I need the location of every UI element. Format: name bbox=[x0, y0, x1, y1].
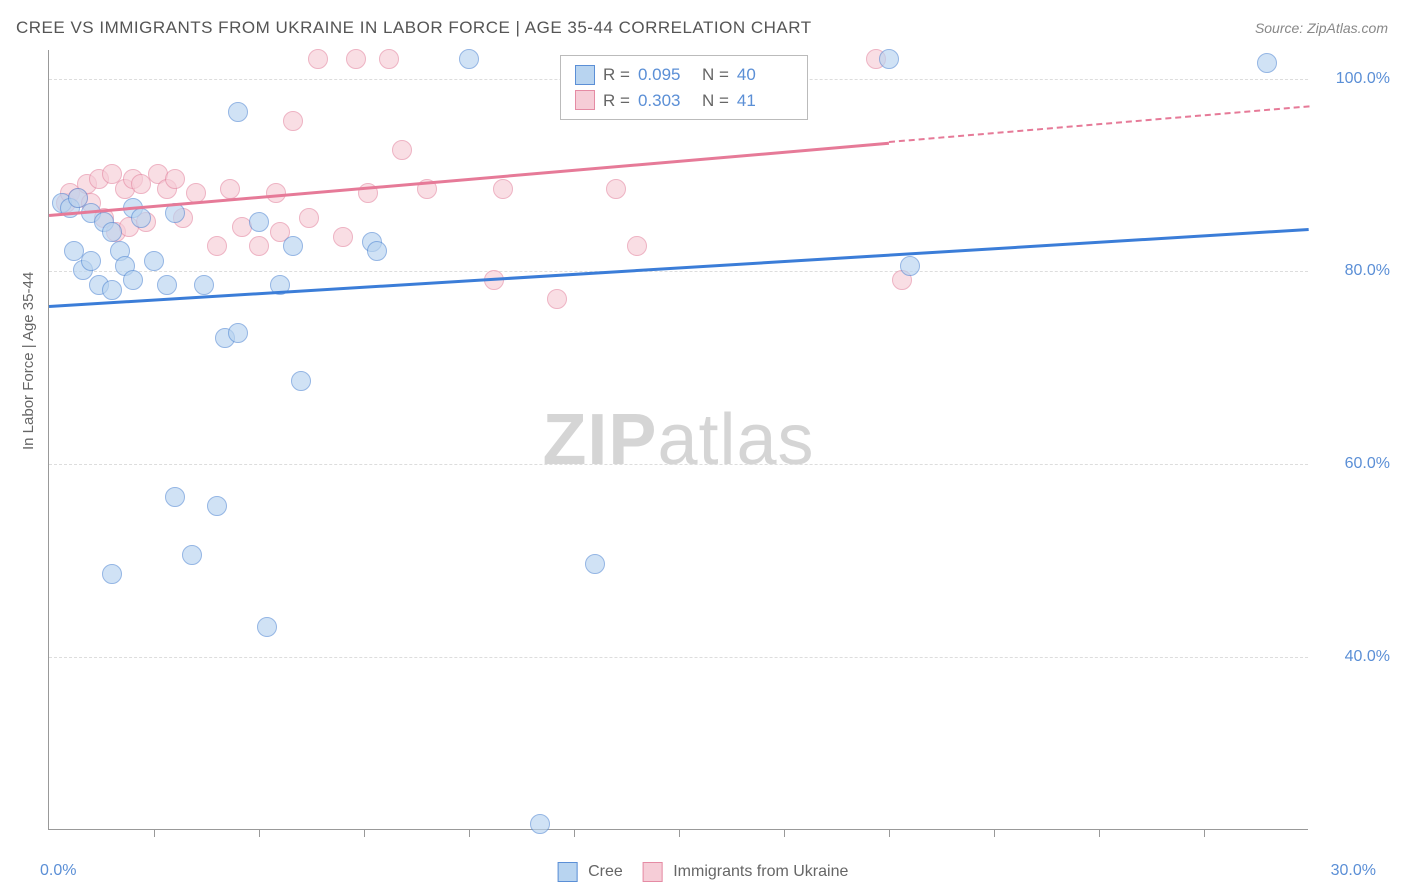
legend-item-pink: Immigrants from Ukraine bbox=[643, 862, 849, 882]
bottom-legend: Cree Immigrants from Ukraine bbox=[558, 862, 849, 882]
scatter-point-pink bbox=[379, 49, 399, 69]
x-tick bbox=[784, 829, 785, 837]
legend-item-blue: Cree bbox=[558, 862, 623, 882]
scatter-point-blue bbox=[182, 545, 202, 565]
r-value-pink: 0.303 bbox=[638, 88, 694, 114]
y-axis-label: In Labor Force | Age 35-44 bbox=[20, 272, 37, 450]
n-label: N = bbox=[702, 88, 729, 114]
trend-line-pink-extrapolated bbox=[889, 106, 1309, 144]
x-axis-max-label: 30.0% bbox=[1331, 862, 1376, 880]
y-tick-label: 60.0% bbox=[1345, 455, 1390, 473]
watermark: ZIPatlas bbox=[542, 399, 814, 481]
x-tick bbox=[994, 829, 995, 837]
y-tick-label: 100.0% bbox=[1336, 70, 1390, 88]
scatter-point-blue bbox=[585, 554, 605, 574]
scatter-point-pink bbox=[346, 49, 366, 69]
legend-square-blue-icon bbox=[575, 65, 595, 85]
source-attribution: Source: ZipAtlas.com bbox=[1255, 20, 1388, 36]
scatter-point-blue bbox=[879, 49, 899, 69]
grid-line bbox=[49, 271, 1308, 272]
scatter-point-pink bbox=[249, 236, 269, 256]
scatter-point-blue bbox=[81, 251, 101, 271]
r-label: R = bbox=[603, 88, 630, 114]
x-tick bbox=[154, 829, 155, 837]
scatter-point-pink bbox=[220, 179, 240, 199]
scatter-point-blue bbox=[207, 496, 227, 516]
legend-label-pink: Immigrants from Ukraine bbox=[673, 863, 848, 880]
x-tick bbox=[1099, 829, 1100, 837]
scatter-point-blue bbox=[291, 371, 311, 391]
chart-title: CREE VS IMMIGRANTS FROM UKRAINE IN LABOR… bbox=[16, 18, 812, 38]
scatter-point-blue bbox=[157, 275, 177, 295]
scatter-point-blue bbox=[194, 275, 214, 295]
stats-legend-box: R = 0.095 N = 40 R = 0.303 N = 41 bbox=[560, 55, 808, 120]
scatter-point-pink bbox=[333, 227, 353, 247]
scatter-point-blue bbox=[459, 49, 479, 69]
x-tick bbox=[889, 829, 890, 837]
n-value-blue: 40 bbox=[737, 62, 793, 88]
stats-row-blue: R = 0.095 N = 40 bbox=[575, 62, 793, 88]
scatter-point-blue bbox=[144, 251, 164, 271]
scatter-point-pink bbox=[547, 289, 567, 309]
r-value-blue: 0.095 bbox=[638, 62, 694, 88]
scatter-point-blue bbox=[530, 814, 550, 834]
scatter-point-blue bbox=[900, 256, 920, 276]
grid-line bbox=[49, 657, 1308, 658]
trend-line-blue bbox=[49, 228, 1309, 308]
scatter-point-blue bbox=[249, 212, 269, 232]
scatter-point-blue bbox=[228, 323, 248, 343]
scatter-point-blue bbox=[102, 564, 122, 584]
y-tick-label: 40.0% bbox=[1345, 648, 1390, 666]
x-tick bbox=[469, 829, 470, 837]
plot-area: ZIPatlas 40.0%60.0%80.0%100.0% bbox=[48, 50, 1308, 830]
scatter-point-blue bbox=[367, 241, 387, 261]
scatter-point-blue bbox=[123, 270, 143, 290]
scatter-point-blue bbox=[228, 102, 248, 122]
scatter-point-pink bbox=[308, 49, 328, 69]
watermark-bold: ZIP bbox=[542, 400, 657, 480]
stats-row-pink: R = 0.303 N = 41 bbox=[575, 88, 793, 114]
x-tick bbox=[574, 829, 575, 837]
legend-square-blue-icon bbox=[558, 862, 578, 882]
scatter-point-pink bbox=[606, 179, 626, 199]
scatter-point-pink bbox=[207, 236, 227, 256]
scatter-point-pink bbox=[627, 236, 647, 256]
scatter-point-blue bbox=[283, 236, 303, 256]
y-tick-label: 80.0% bbox=[1345, 262, 1390, 280]
x-tick bbox=[1204, 829, 1205, 837]
n-label: N = bbox=[702, 62, 729, 88]
x-axis-min-label: 0.0% bbox=[40, 862, 76, 880]
x-tick bbox=[364, 829, 365, 837]
r-label: R = bbox=[603, 62, 630, 88]
legend-square-pink-icon bbox=[643, 862, 663, 882]
watermark-light: atlas bbox=[657, 400, 814, 480]
legend-label-blue: Cree bbox=[588, 863, 623, 880]
chart-container: CREE VS IMMIGRANTS FROM UKRAINE IN LABOR… bbox=[0, 0, 1406, 892]
scatter-point-blue bbox=[102, 280, 122, 300]
scatter-point-pink bbox=[283, 111, 303, 131]
scatter-point-pink bbox=[165, 169, 185, 189]
scatter-point-blue bbox=[102, 222, 122, 242]
x-tick bbox=[259, 829, 260, 837]
scatter-point-blue bbox=[131, 208, 151, 228]
scatter-point-blue bbox=[257, 617, 277, 637]
scatter-point-blue bbox=[165, 487, 185, 507]
scatter-point-blue bbox=[1257, 53, 1277, 73]
scatter-point-pink bbox=[299, 208, 319, 228]
scatter-point-pink bbox=[392, 140, 412, 160]
legend-square-pink-icon bbox=[575, 90, 595, 110]
x-tick bbox=[679, 829, 680, 837]
scatter-point-pink bbox=[493, 179, 513, 199]
grid-line bbox=[49, 464, 1308, 465]
n-value-pink: 41 bbox=[737, 88, 793, 114]
